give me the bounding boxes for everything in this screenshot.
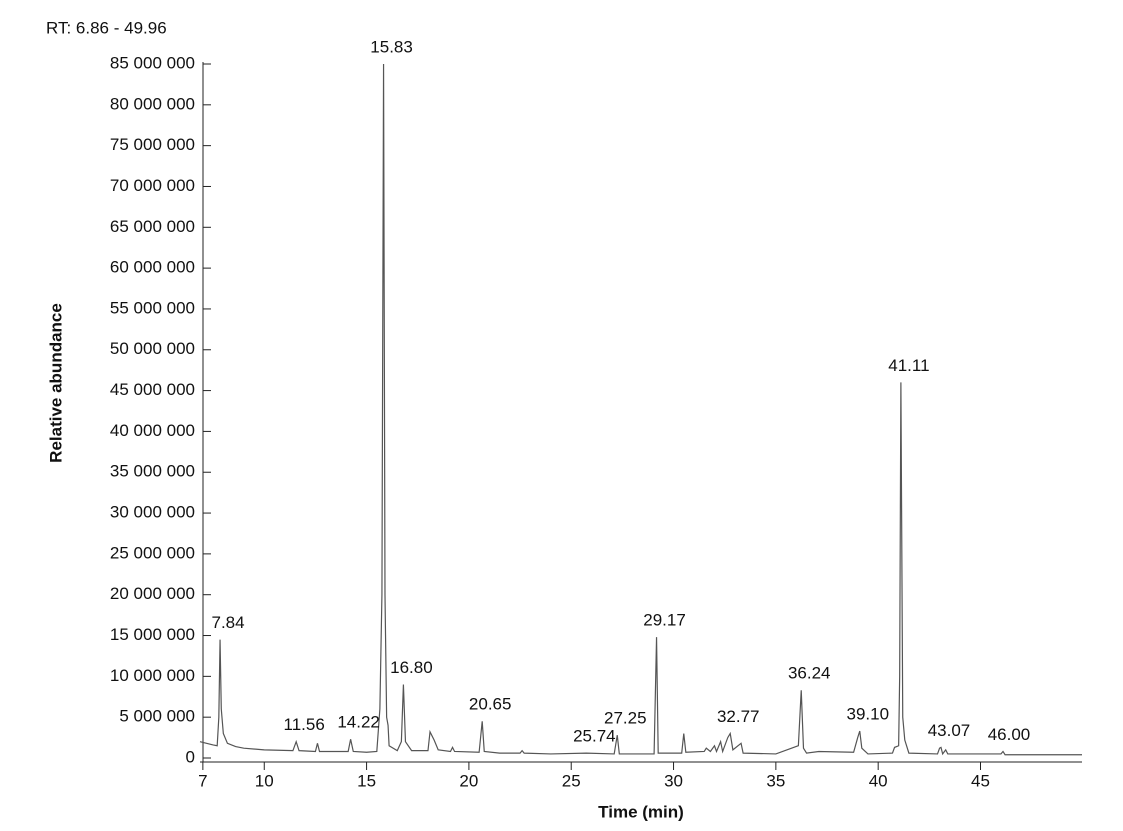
- peak-label: 39.10: [846, 705, 889, 724]
- y-tick-label: 40 000 000: [110, 421, 195, 440]
- peak-label: 15.83: [370, 37, 413, 56]
- y-tick-label: 50 000 000: [110, 339, 195, 358]
- x-tick-label: 25: [562, 771, 581, 790]
- x-tick-label: 10: [255, 771, 274, 790]
- y-tick-label: 5 000 000: [119, 707, 195, 726]
- y-tick-label: 15 000 000: [110, 625, 195, 644]
- y-tick-label: 30 000 000: [110, 503, 195, 522]
- x-axis-label: Time (min): [598, 802, 684, 821]
- x-tick-label: 45: [971, 771, 990, 790]
- y-tick-label: 10 000 000: [110, 666, 195, 685]
- peak-label: 46.00: [988, 725, 1031, 744]
- y-tick-label: 75 000 000: [110, 135, 195, 154]
- x-tick-label: 40: [869, 771, 888, 790]
- x-tick-label: 7: [198, 771, 207, 790]
- peak-label: 43.07: [928, 721, 971, 740]
- peak-label: 16.80: [390, 658, 433, 677]
- y-tick-label: 55 000 000: [110, 298, 195, 317]
- y-tick-label: 65 000 000: [110, 217, 195, 236]
- y-tick-label: 35 000 000: [110, 462, 195, 481]
- peak-label: 11.56: [284, 715, 325, 734]
- x-tick-label: 20: [459, 771, 478, 790]
- x-tick-label: 30: [664, 771, 683, 790]
- peak-label: 41.11: [888, 356, 929, 375]
- peak-label: 20.65: [469, 695, 512, 714]
- y-tick-label: 45 000 000: [110, 380, 195, 399]
- peak-label: 29.17: [643, 611, 686, 630]
- y-tick-label: 70 000 000: [110, 176, 195, 195]
- x-tick-label: 15: [357, 771, 376, 790]
- trace: [199, 63, 1082, 756]
- peak-label: 25.74: [573, 727, 616, 746]
- y-tick-label: 80 000 000: [110, 94, 195, 113]
- chart-title: RT: 6.86 - 49.96: [46, 18, 167, 37]
- y-tick-label: 0: [186, 747, 195, 766]
- peak-label: 14.22: [337, 713, 380, 732]
- y-tick-label: 85 000 000: [110, 53, 195, 72]
- y-axis-label: Relative abundance: [46, 303, 65, 463]
- peak-label: 36.24: [788, 664, 831, 683]
- peak-label: 27.25: [604, 709, 647, 728]
- peak-label: 7.84: [212, 613, 245, 632]
- y-tick-label: 25 000 000: [110, 543, 195, 562]
- y-tick-label: 60 000 000: [110, 258, 195, 277]
- peak-label: 32.77: [717, 707, 760, 726]
- y-tick-label: 20 000 000: [110, 584, 195, 603]
- x-tick-label: 35: [766, 771, 785, 790]
